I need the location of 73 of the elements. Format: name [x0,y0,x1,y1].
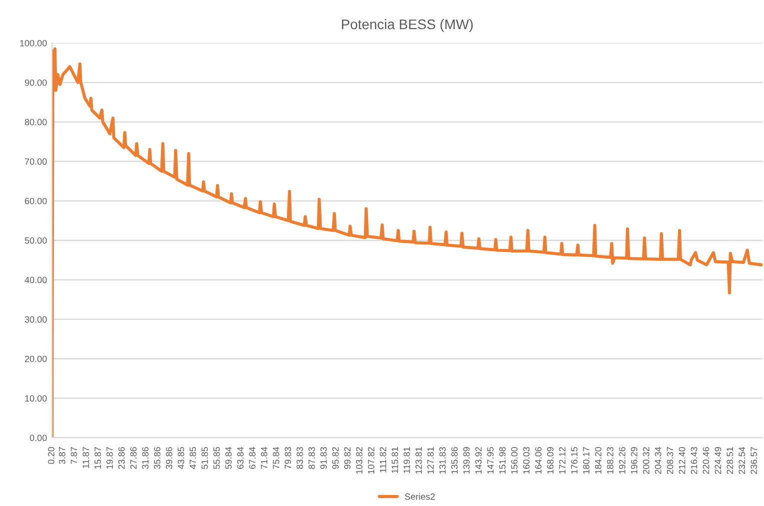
x-tick-label: 79.83 [284,447,292,469]
x-tick-label: 143.92 [475,447,482,474]
x-tick-label: 135.86 [451,447,458,474]
x-tick-label: 127.81 [427,447,434,474]
x-tick-label: 119.81 [404,447,410,473]
x-tick-label: 75.84 [272,446,280,469]
x-tick-label: 3.87 [58,447,66,464]
x-tick-label: 123.81 [415,447,422,474]
x-tick-label: 147.95 [487,447,494,474]
x-tick-label: 139.89 [463,447,470,474]
x-tick-label: 107.82 [368,447,374,474]
x-tick-label: 192.26 [618,447,626,474]
y-tick-label: 70.00 [24,158,47,165]
x-tick-label: 111.82 [380,447,386,472]
x-tick-label: 228.51 [726,447,734,474]
x-tick-label: 47.85 [190,447,196,470]
x-tick-label: 87.83 [308,447,315,469]
x-tick-label: 208.37 [666,447,674,474]
x-tick-label: 188.23 [606,447,614,474]
x-tick-label: 232.54 [738,446,746,474]
x-tick-label: 131.83 [439,447,446,474]
x-tick-label: 172.12 [559,447,566,474]
y-tick-label: 60.00 [24,198,47,204]
x-tick-label: 39.86 [166,447,172,469]
y-tick-label: 90.00 [24,79,47,86]
x-tick-label: 224.49 [714,447,722,474]
x-tick-label: 168.09 [547,447,554,474]
x-tick-label: 23.86 [118,447,125,469]
y-tick-label: 40.00 [24,276,47,284]
x-tick-label: 11.87 [82,447,90,468]
y-tick-label: 50.00 [24,237,47,244]
y-tick-label: 30.00 [24,316,47,323]
x-tick-label: 176.15 [571,447,578,474]
x-tick-label: 196.29 [630,447,638,474]
x-tick-label: 95.82 [332,447,339,469]
y-tick-label: 100.00 [20,40,47,46]
y-tick-label: 0.00 [30,434,47,442]
x-tick-label: 236.57 [750,447,758,474]
x-tick-label: 160.03 [523,447,530,474]
x-tick-label: 151.98 [499,447,506,474]
x-tick-label: 83.83 [296,447,303,469]
x-tick-label: 35.86 [154,447,160,469]
x-tick-label: 31.86 [142,447,148,469]
x-tick-label: 156.00 [511,447,518,474]
x-tick-label: 19.87 [106,447,113,469]
x-tick-label: 184.20 [594,447,602,474]
x-tick-label: 51.85 [202,447,208,469]
legend-label: Series2 [404,493,435,500]
y-tick-label: 10.00 [25,395,47,402]
x-tick-label: 71.84 [260,446,268,469]
x-tick-label: 7.87 [70,447,78,464]
x-tick-label: 43.85 [178,447,184,470]
x-tick-label: 91.83 [320,447,327,469]
x-tick-label: 164.06 [535,447,542,474]
chart-title: Potencia BESS (MW) [342,19,473,32]
x-tick-label: 59.84 [225,446,232,469]
x-tick-label: 115.81 [392,447,398,473]
x-tick-label: 15.87 [94,447,101,469]
x-tick-label: 200.32 [642,447,650,474]
x-tick-label: 67.84 [249,446,256,469]
y-tick-label: 80.00 [24,118,47,126]
x-tick-label: 99.82 [344,447,351,469]
x-tick-label: 204.34 [654,446,662,474]
x-tick-label: 212.40 [678,447,686,474]
x-tick-label: 180.17 [583,447,590,474]
x-tick-label: 220.46 [702,447,710,474]
y-tick-label: 20.00 [24,356,47,362]
x-tick-label: 63.84 [237,446,244,469]
x-tick-label: 0.20 [48,447,54,464]
x-tick-label: 216.43 [690,447,698,474]
x-tick-label: 103.82 [356,447,362,474]
x-tick-label: 55.85 [213,447,220,469]
x-tick-label: 27.86 [130,447,137,469]
